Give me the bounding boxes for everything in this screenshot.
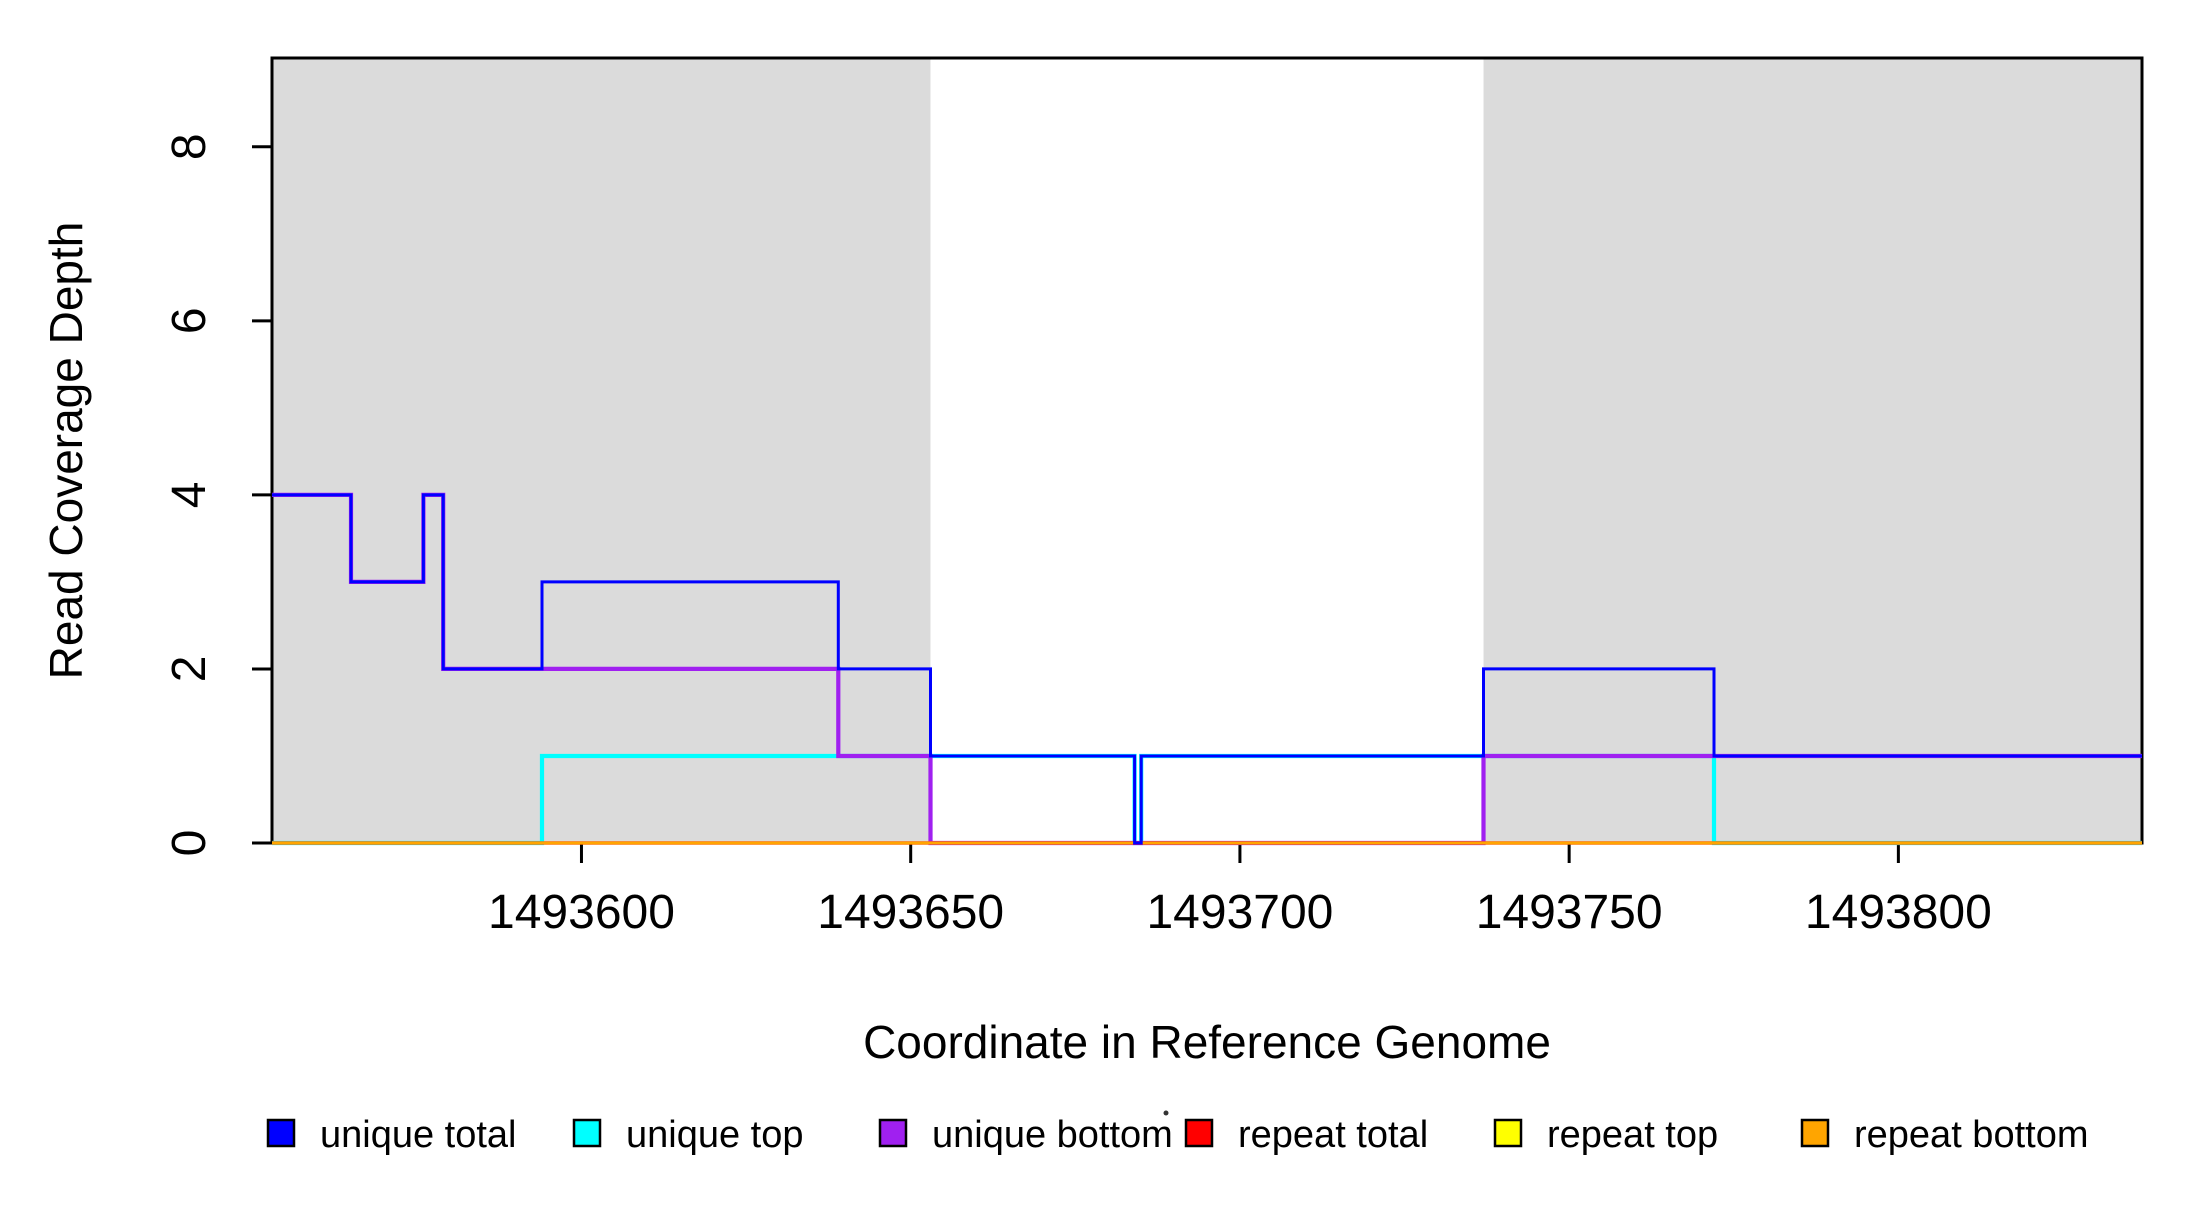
x-axis-title: Coordinate in Reference Genome — [863, 1016, 1551, 1068]
legend-swatch-unique-total — [266, 1118, 296, 1148]
legend-label-repeat-total: repeat total — [1238, 1114, 1428, 1156]
repeat-region-band-1 — [1483, 58, 2142, 843]
series-line-unique-total — [272, 493, 2142, 845]
legend-label-repeat-bottom: repeat bottom — [1854, 1114, 2088, 1156]
legend-swatch-repeat-total — [1184, 1118, 1214, 1148]
x-tick-label-4: 1493800 — [1805, 886, 1992, 939]
y-axis-title: Read Coverage Depth — [40, 222, 92, 680]
legend-label-unique-total: unique total — [320, 1114, 517, 1156]
y-tick-label-2: 4 — [163, 482, 216, 509]
legend-label-repeat-top: repeat top — [1547, 1114, 1718, 1156]
x-tick-label-3: 1493750 — [1476, 886, 1663, 939]
legend-swatch-repeat-bottom — [1800, 1118, 1830, 1148]
legend-swatch-unique-top — [572, 1118, 602, 1148]
y-tick-label-3: 6 — [163, 307, 216, 334]
repeat-region-band-0 — [272, 58, 931, 843]
y-tick-label-0: 0 — [163, 830, 216, 857]
x-tick-label-0: 1493600 — [488, 886, 675, 939]
legend-title-dot — [1163, 1110, 1169, 1116]
y-tick-label-1: 2 — [163, 656, 216, 683]
legend-label-unique-top: unique top — [626, 1114, 804, 1156]
x-tick-label-2: 1493700 — [1146, 886, 1333, 939]
y-tick-label-4: 8 — [163, 133, 216, 160]
x-tick-label-1: 1493650 — [817, 886, 1004, 939]
legend-label-unique-bottom: unique bottom — [932, 1114, 1173, 1156]
legend-swatch-repeat-top — [1493, 1118, 1523, 1148]
legend-swatch-unique-bottom — [878, 1118, 908, 1148]
